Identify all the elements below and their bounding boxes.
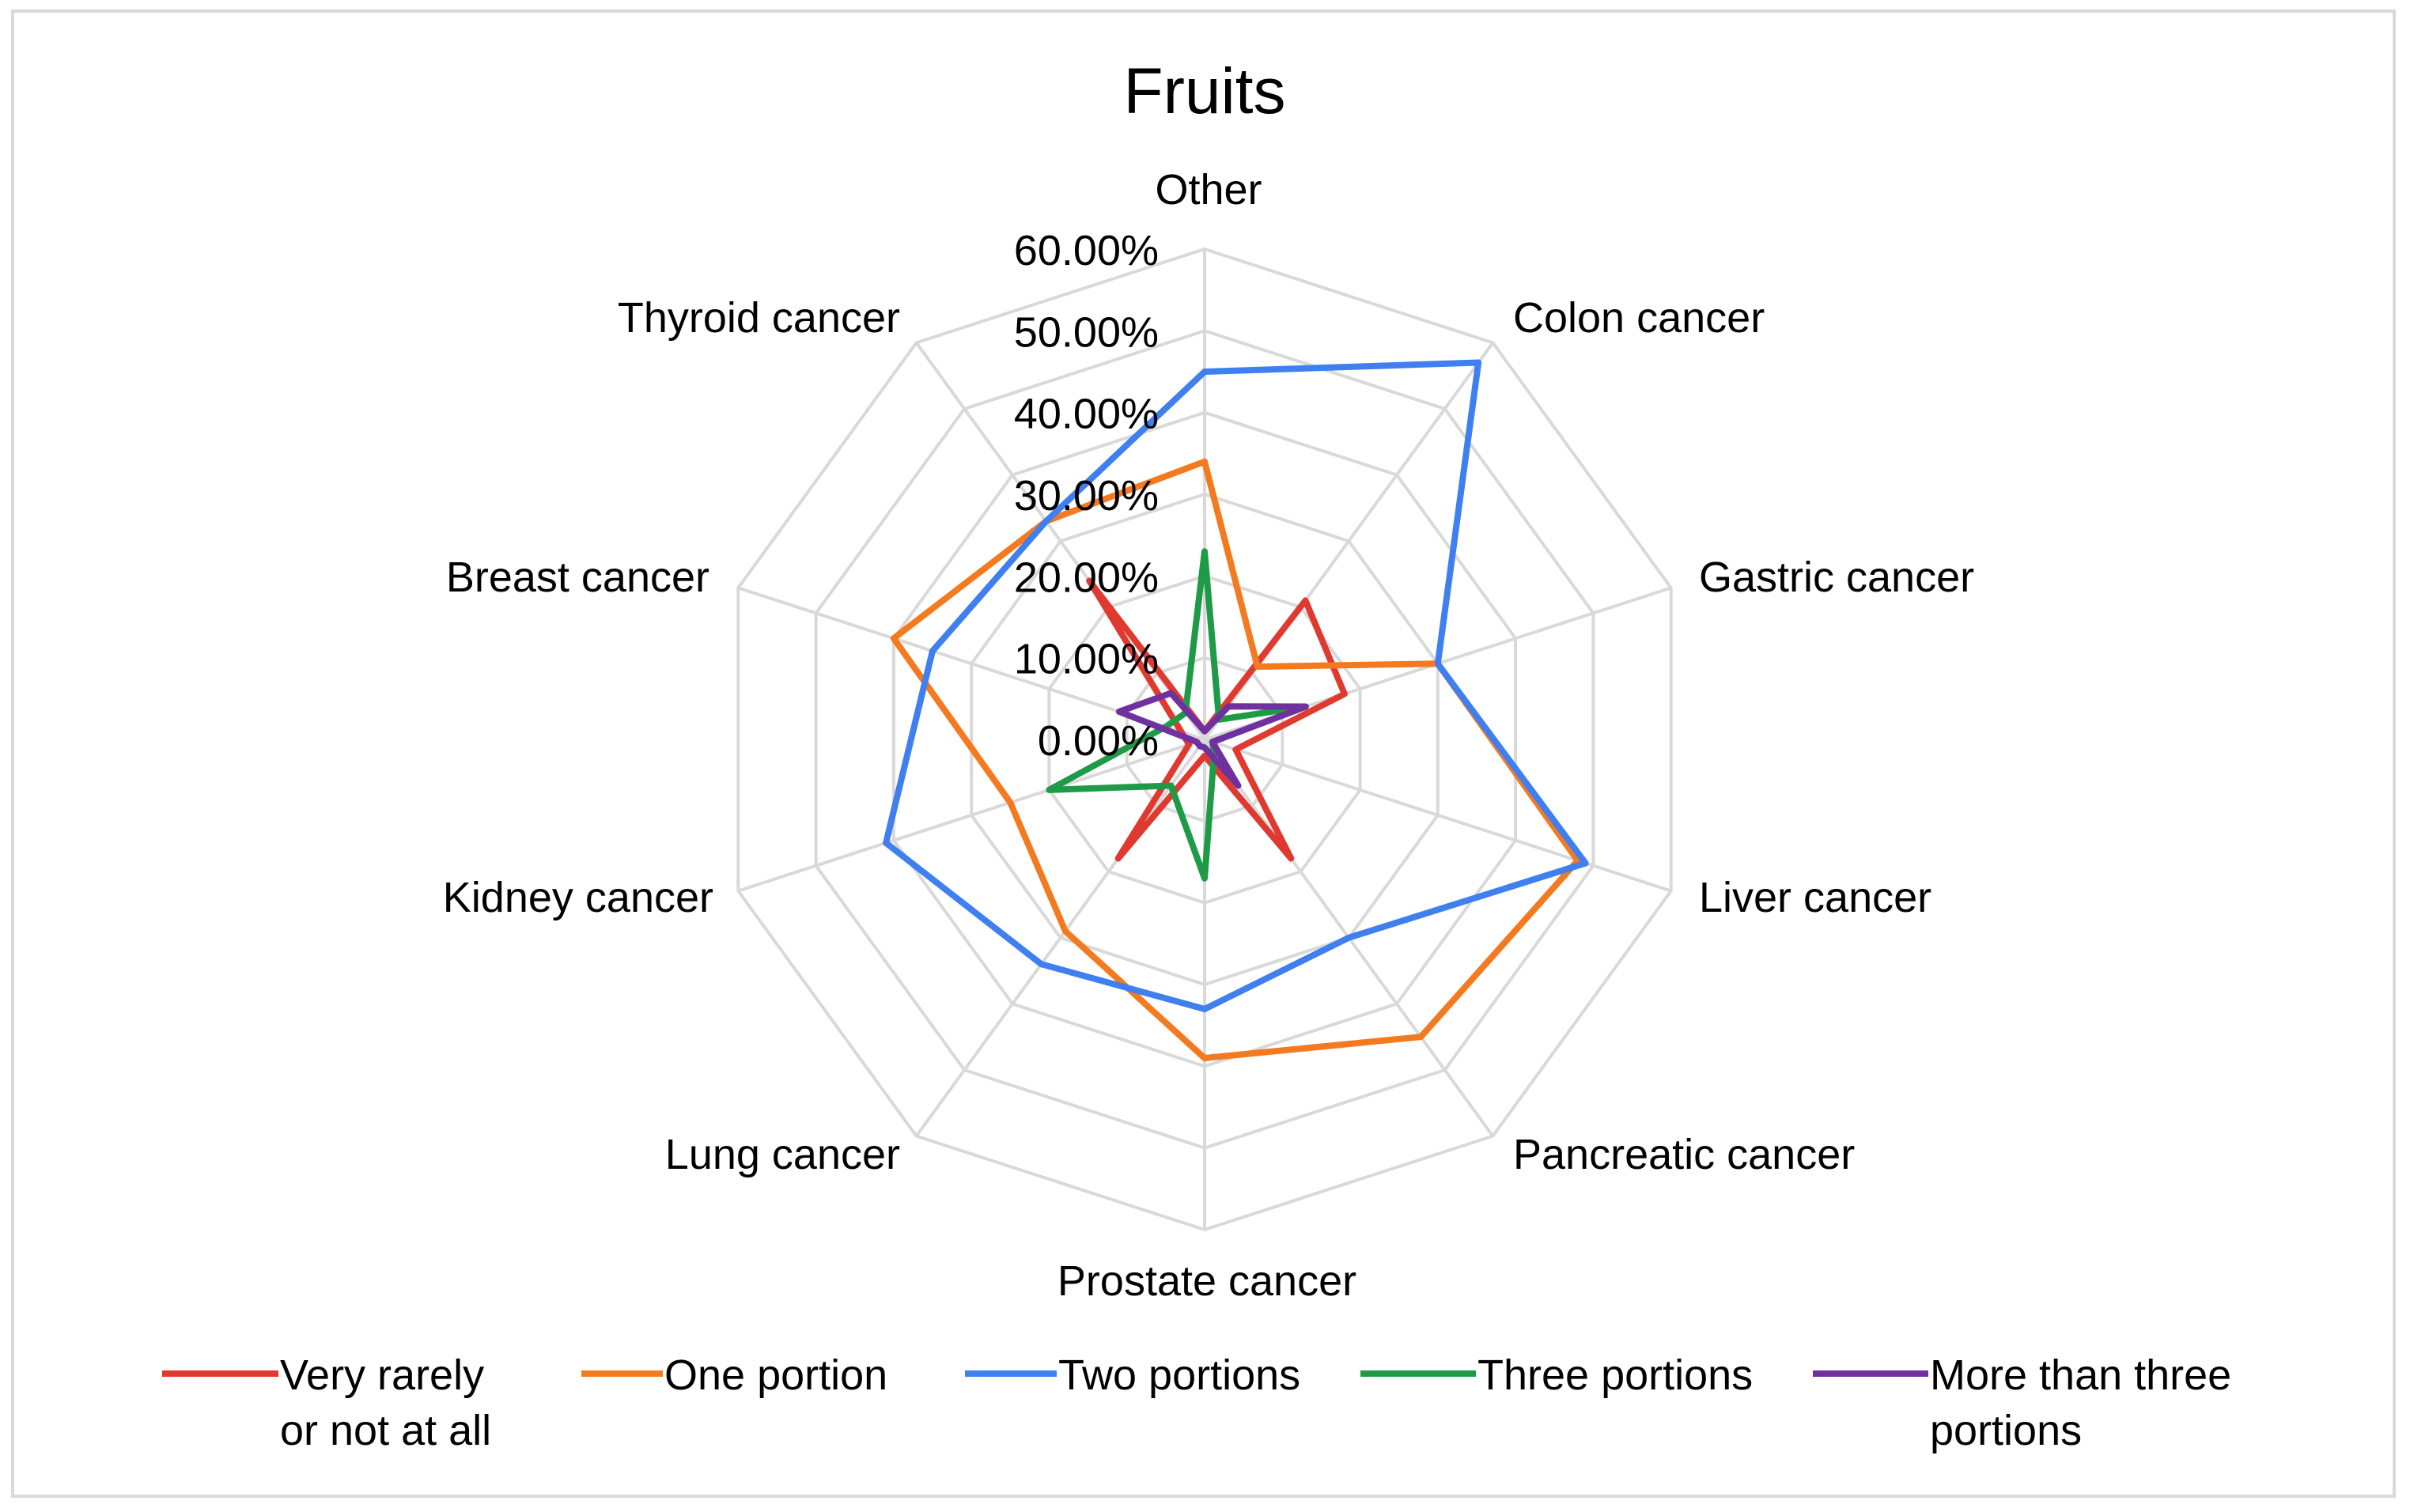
radial-tick-labels: 0.00% 10.00% 20.00% 30.00% 40.00% 50.00% 60.00… [1014, 227, 1159, 765]
radar-grid [736, 247, 1673, 1232]
tick-label: 40.00% [1014, 391, 1159, 438]
category-label: Colon cancer [1513, 294, 1765, 342]
tick-label: 30.00% [1014, 472, 1159, 520]
tick-label: 10.00% [1014, 636, 1159, 683]
category-label: Breast cancer [446, 554, 709, 601]
category-label: Prostate cancer [1057, 1257, 1356, 1305]
legend-label: or not at all [280, 1407, 491, 1454]
tick-label: 60.00% [1014, 227, 1159, 274]
category-label: Other [1155, 166, 1262, 214]
category-label: Thyroid cancer [618, 294, 900, 342]
grid-spoke [914, 738, 1206, 1137]
legend-label: portions [1930, 1407, 2082, 1454]
tick-label: 20.00% [1014, 554, 1159, 601]
legend: Very rarely or not at all One portion Two p… [162, 1351, 2231, 1454]
legend-label: More than three [1930, 1351, 2231, 1399]
category-label: Kidney cancer [443, 874, 713, 921]
category-label: Pancreatic cancer [1513, 1131, 1855, 1178]
tick-label: 50.00% [1014, 308, 1159, 356]
category-label: Liver cancer [1699, 874, 1931, 921]
category-labels: Other Colon cancer Gastric cancer Liver can… [443, 166, 1974, 1305]
category-label: Lung cancer [665, 1131, 900, 1178]
grid-spoke [1204, 738, 1672, 893]
series-line [1115, 690, 1309, 789]
legend-label: Three portions [1477, 1351, 1753, 1399]
series-line [883, 359, 1589, 1012]
series-line [890, 458, 1581, 1061]
chart-title: Fruits [1124, 55, 1286, 127]
grid-spoke [737, 738, 1205, 893]
series-line [1046, 548, 1309, 882]
category-label: Gastric cancer [1699, 554, 1974, 601]
radar-series [883, 359, 1589, 1061]
tick-label: 0.00% [1038, 717, 1159, 765]
legend-label: Two portions [1058, 1351, 1300, 1399]
legend-label: One portion [664, 1351, 887, 1399]
legend-label: Very rarely [280, 1351, 484, 1399]
